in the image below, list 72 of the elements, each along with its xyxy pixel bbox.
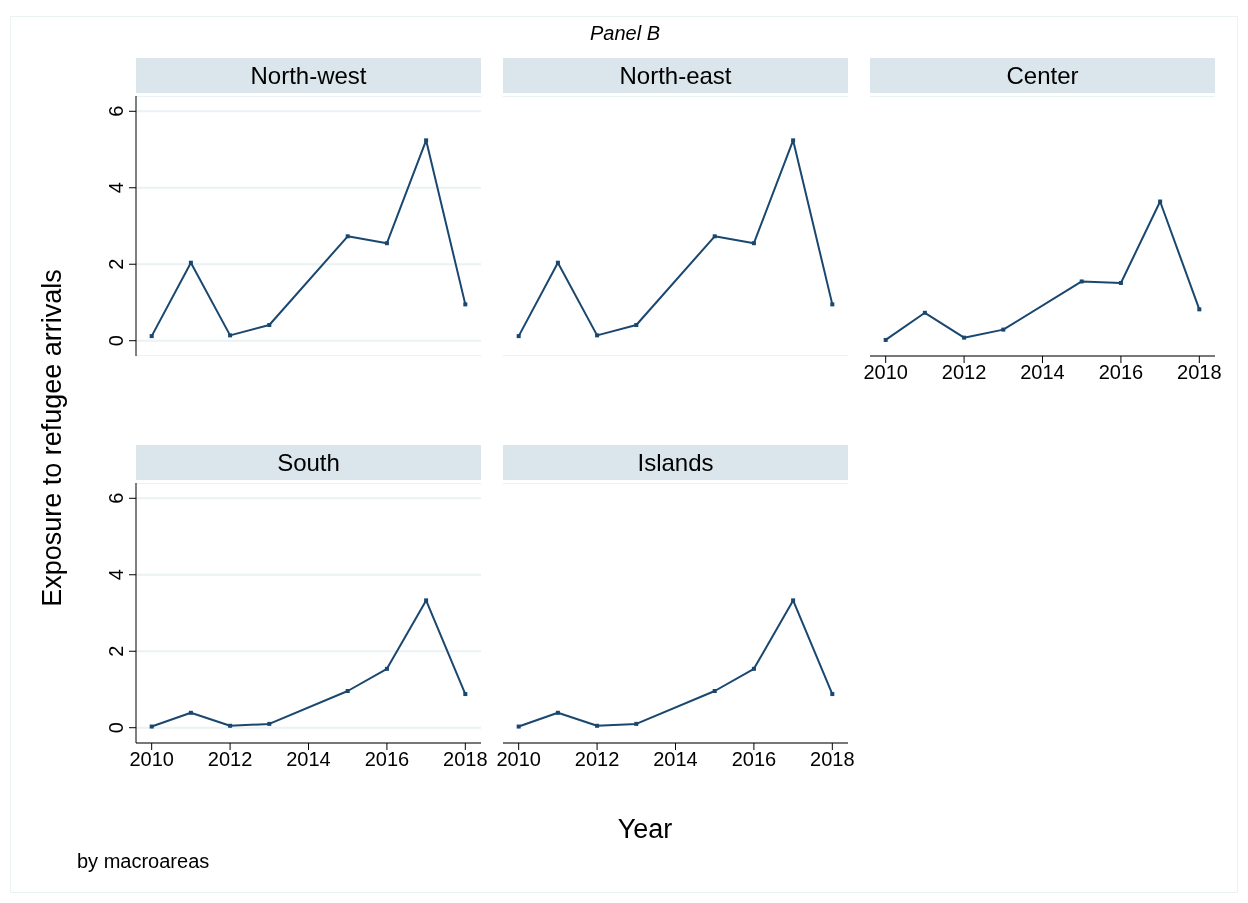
point	[712, 689, 717, 693]
chart-title: Center	[870, 58, 1215, 93]
point	[883, 337, 888, 342]
point	[922, 310, 927, 315]
x-tick-label: 2014	[653, 748, 698, 771]
x-tick-label: 2010	[863, 361, 908, 384]
point	[791, 598, 796, 603]
point	[634, 721, 639, 726]
x-tick-label: 2012	[574, 748, 620, 771]
y-axis-title: Exposure to refugee arrivals	[37, 268, 68, 609]
chart-title: South	[136, 445, 481, 480]
point	[1001, 327, 1006, 332]
x-tick-label: 2010	[129, 748, 174, 771]
text: Panel B	[588, 22, 662, 45]
point	[516, 724, 521, 729]
y-tick-label: 2	[105, 258, 127, 270]
point	[1197, 307, 1202, 312]
point	[1079, 279, 1084, 284]
x-tick-label: 2012	[207, 748, 253, 771]
x-tick-label: 2018	[443, 748, 488, 771]
x-tick-label: 2012	[941, 361, 987, 384]
x-tick-label: 2016	[364, 748, 410, 771]
point	[228, 333, 233, 338]
point	[424, 138, 429, 143]
x-tick-label: 2018	[1177, 361, 1222, 384]
point	[1158, 199, 1163, 204]
x-tick-label: 2014	[1020, 361, 1065, 384]
y-tick-label: 6	[105, 105, 127, 117]
point	[345, 689, 350, 693]
x-tick-label: 2016	[1098, 361, 1144, 384]
x-tick-label: 2014	[286, 748, 331, 771]
point	[384, 666, 389, 671]
y-tick-label: 6	[105, 492, 127, 504]
x-tick-label: 2010	[496, 748, 541, 771]
point	[595, 333, 600, 338]
text: by macroareas	[77, 850, 210, 873]
x-axis-title: Year	[616, 814, 674, 845]
point	[555, 710, 560, 715]
point	[751, 241, 756, 246]
point	[384, 241, 389, 246]
point	[267, 721, 272, 726]
point	[962, 335, 967, 340]
point	[830, 302, 835, 307]
point	[1118, 280, 1123, 285]
point	[555, 260, 560, 265]
point	[712, 234, 717, 239]
point	[188, 710, 193, 715]
point	[595, 723, 600, 728]
point	[424, 598, 429, 603]
y-tick-label: 2	[105, 645, 127, 657]
y-tick-label: 4	[105, 569, 127, 581]
point	[267, 323, 272, 328]
point	[516, 334, 521, 339]
chart-title: North-west	[136, 58, 481, 93]
y-tick-label: 4	[105, 182, 127, 194]
chart-title: North-east	[503, 58, 848, 93]
point	[188, 260, 193, 265]
point	[463, 692, 468, 697]
point	[463, 302, 468, 307]
point	[149, 724, 154, 729]
point	[228, 723, 233, 728]
point	[149, 334, 154, 339]
chart-title: Islands	[503, 445, 848, 480]
y-tick-label: 0	[105, 722, 127, 734]
x-tick-label: 2016	[731, 748, 777, 771]
point	[345, 234, 350, 239]
point	[791, 138, 796, 143]
point	[830, 692, 835, 697]
y-tick-label: 0	[105, 335, 127, 347]
point	[634, 323, 639, 328]
point	[751, 666, 756, 671]
x-tick-label: 2018	[810, 748, 855, 771]
